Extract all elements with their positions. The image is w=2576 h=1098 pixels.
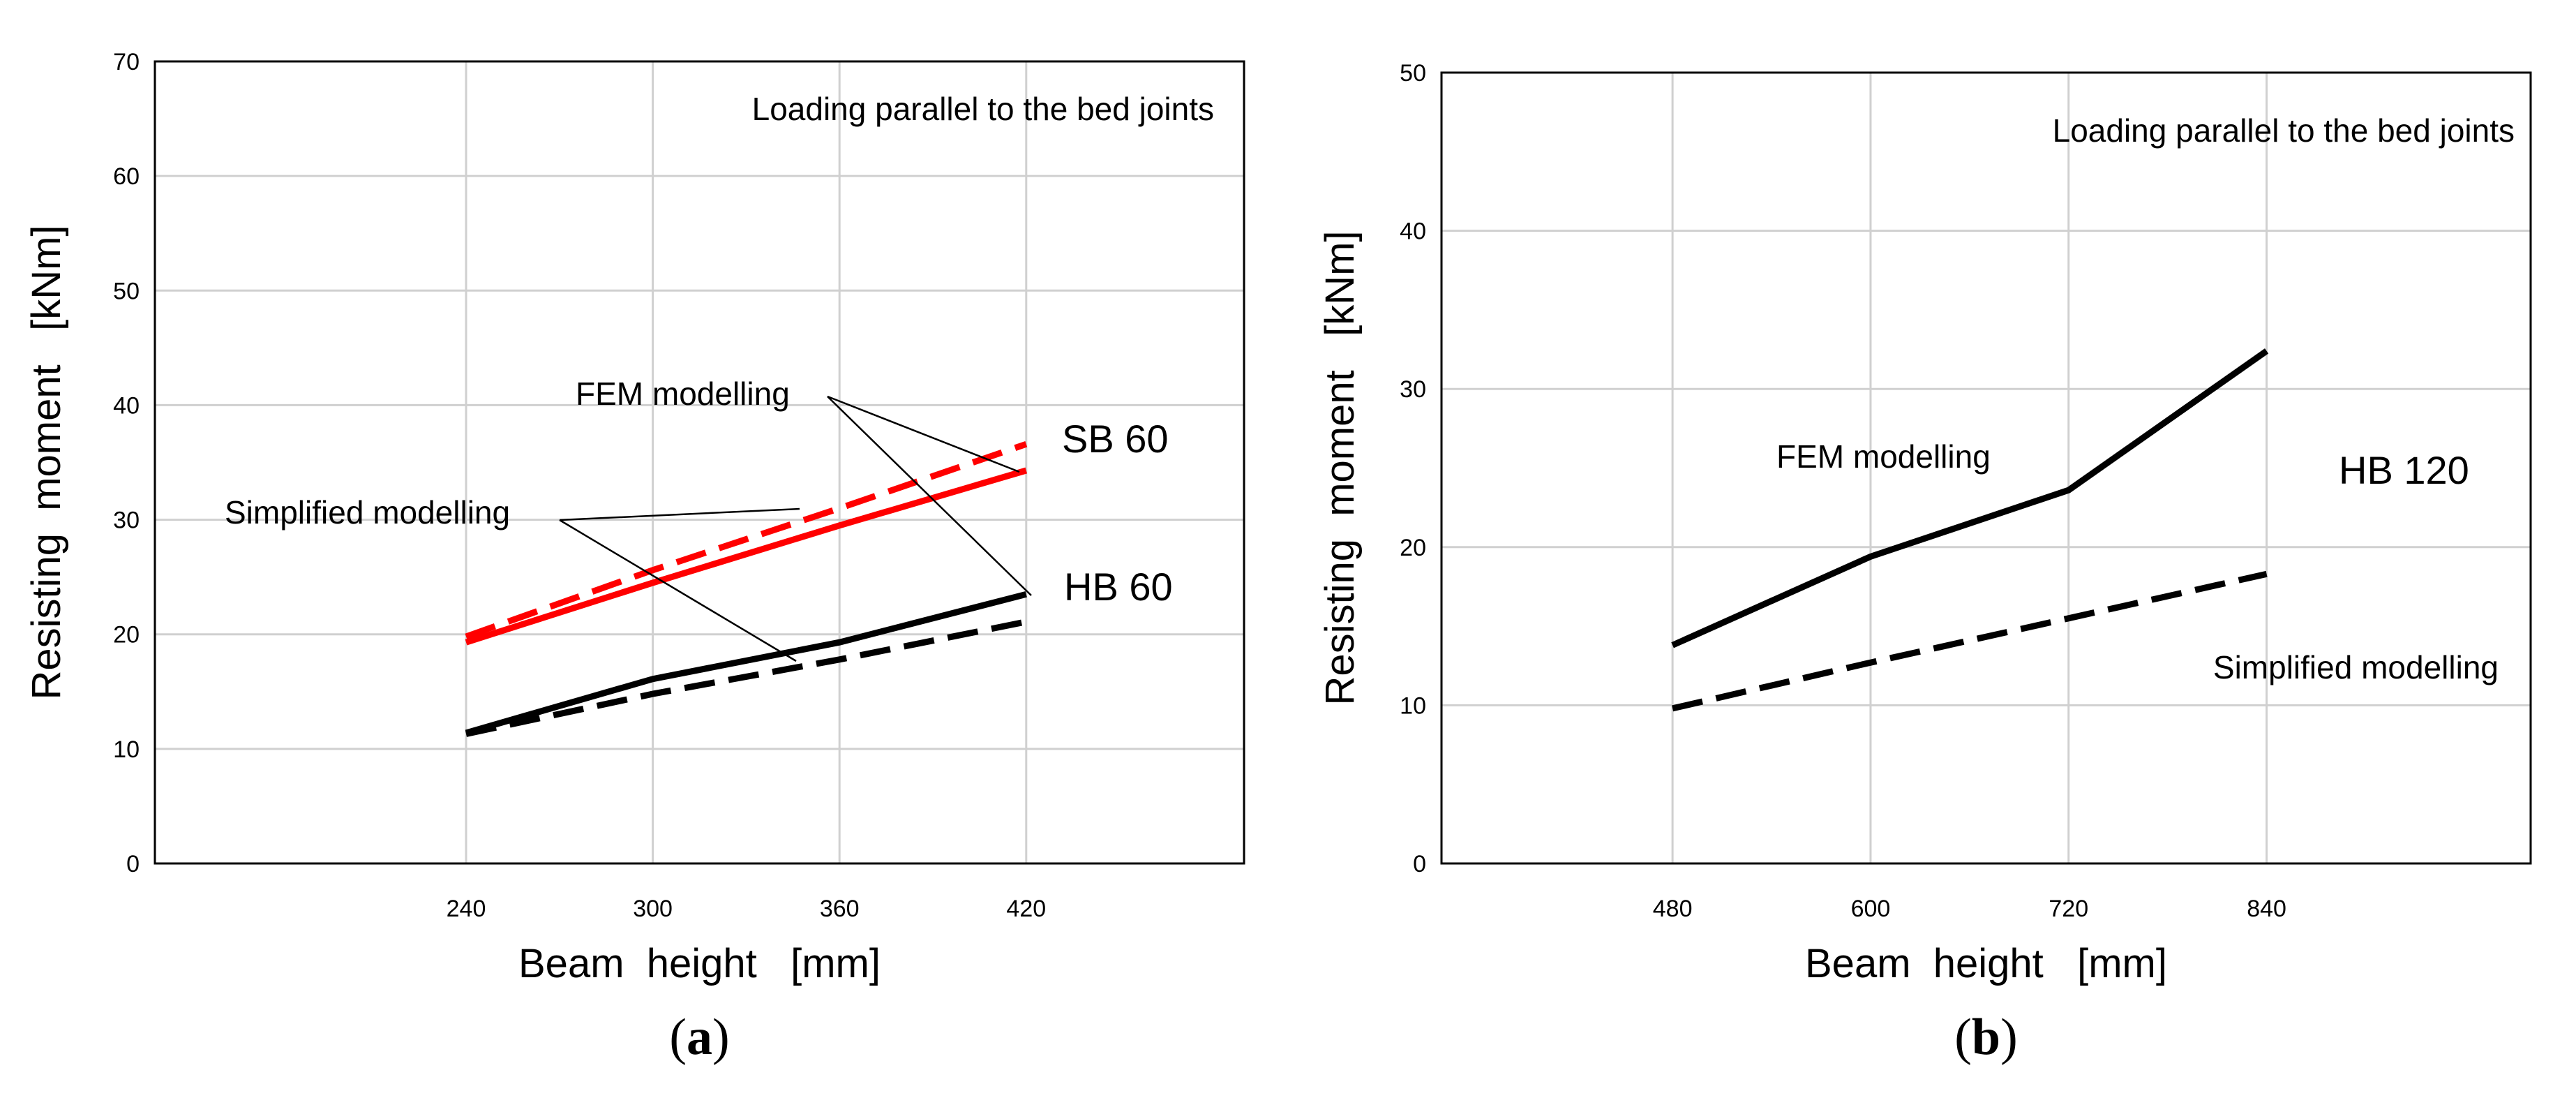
plot-frame (153, 60, 1245, 865)
y-tick-label: 40 (1400, 218, 1426, 245)
fem-leader-line (827, 396, 1032, 596)
x-tick-label: 480 (1653, 896, 1693, 922)
y-tick-label: 40 (113, 392, 140, 419)
fem-modelling-label: FEM modelling (1776, 438, 1991, 475)
series-line-hb-120-simplified-modelling (1672, 570, 2268, 712)
fem-modelling-label: FEM modelling (576, 376, 790, 412)
x-tick-label: 420 (1006, 896, 1046, 922)
hb-series-label: HB 120 (2339, 448, 2469, 492)
y-tick-label: 10 (1400, 692, 1426, 719)
y-tick-label: 30 (1400, 376, 1426, 403)
y-tick-label: 60 (113, 163, 140, 190)
series-line-sb-60-simplified-modelling (465, 440, 1028, 640)
x-tick-label: 600 (1851, 896, 1891, 922)
y-tick-label: 20 (1400, 535, 1426, 561)
y-axis-label: Resisting moment [kNm] (24, 225, 69, 699)
y-tick-label: 50 (1400, 60, 1426, 87)
x-tick-label: 840 (2247, 896, 2286, 922)
y-tick-label: 10 (113, 736, 140, 763)
series-line-hb-60-simplified-modelling (465, 618, 1027, 737)
simplified-leader-line (559, 507, 800, 521)
chart-panel-a: 0 10 20 30 40 50 60 70 240 300 360 420 Beam height [… (24, 49, 1245, 1066)
x-tick-label: 300 (633, 896, 673, 922)
x-tick-label: 360 (820, 896, 860, 922)
series-line-hb-60-fem-modelling (465, 591, 1027, 736)
x-tick-label: 720 (2049, 896, 2088, 922)
sb-series-label: SB 60 (1062, 417, 1169, 461)
chart-title: Loading parallel to the bed joints (752, 91, 1214, 127)
simplified-modelling-label: Simplified modelling (225, 494, 510, 531)
panel-label: (a) (669, 1009, 729, 1066)
y-tick-label: 20 (113, 622, 140, 648)
hb-series-label: HB 60 (1064, 565, 1173, 609)
y-tick-label: 30 (113, 507, 140, 534)
y-tick-label: 0 (126, 851, 140, 877)
panel-label: (b) (1954, 1009, 2017, 1066)
simplified-leader-line (559, 519, 797, 662)
y-tick-label: 0 (1413, 851, 1426, 877)
plot-frame (1440, 71, 2532, 865)
fem-leader-line (827, 395, 1020, 473)
x-axis-label: Beam height [mm] (518, 941, 881, 986)
chart-title: Loading parallel to the bed joints (2053, 112, 2515, 149)
x-tick-label: 240 (447, 896, 486, 922)
y-tick-label: 50 (113, 278, 140, 304)
y-axis-label: Resisting moment [kNm] (1317, 230, 1363, 705)
x-axis-label: Beam height [mm] (1805, 941, 2167, 986)
series-line-sb-60-fem-modelling (465, 467, 1028, 646)
chart-panel-b: 0 10 20 30 40 50 480 600 720 840 Beam height [mm] R… (1317, 60, 2532, 1066)
y-tick-label: 70 (113, 49, 140, 75)
simplified-modelling-label: Simplified modelling (2213, 649, 2499, 685)
series-line-hb-120-fem-modelling (1671, 348, 2269, 648)
